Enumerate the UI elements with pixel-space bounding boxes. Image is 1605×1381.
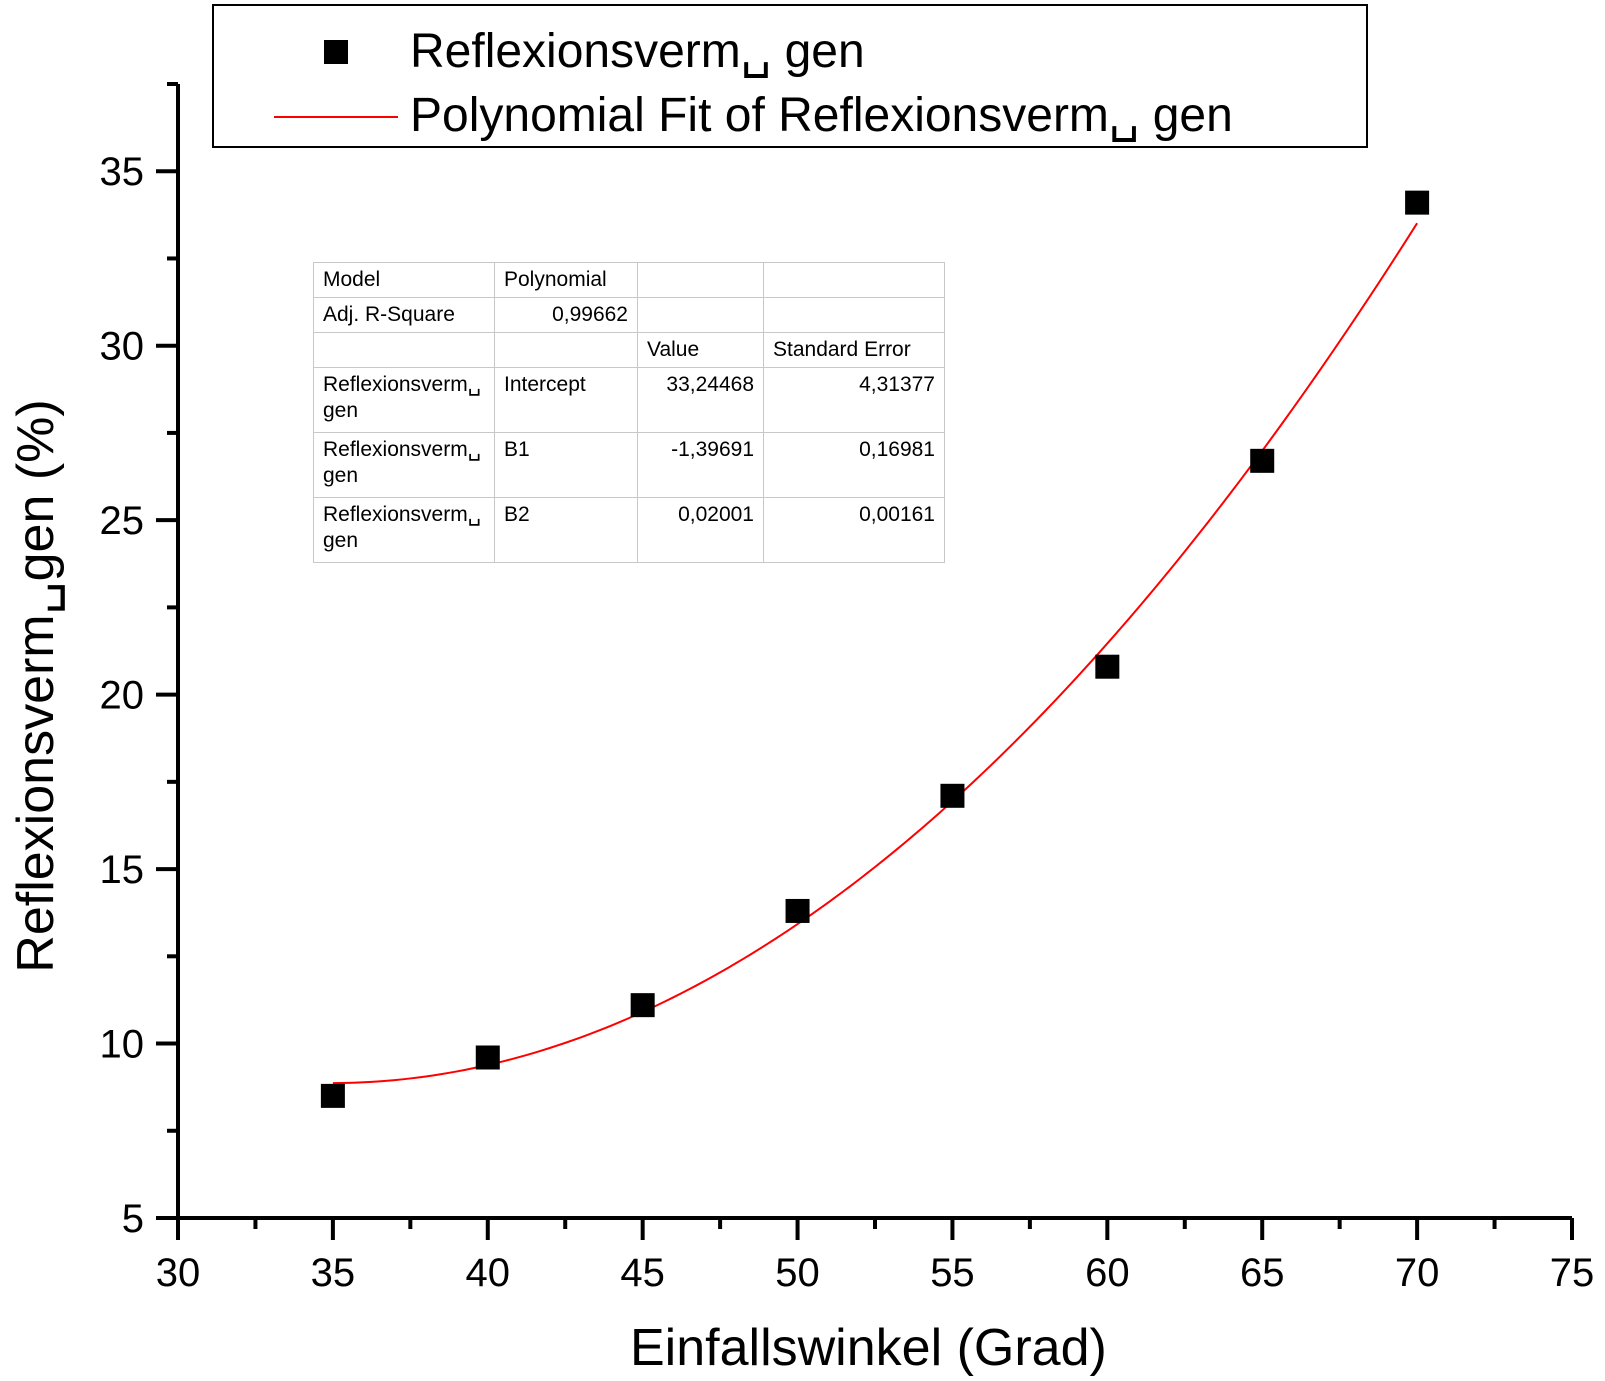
fit-table-cell: B1	[494, 432, 638, 498]
fit-table-cell: 0,00161	[763, 497, 945, 563]
y-tick-label-15: 15	[100, 848, 145, 892]
y-tick-label-10: 10	[100, 1023, 145, 1067]
legend: Reflexionsverm␣ gen Polynomial Fit of Re…	[212, 4, 1368, 148]
y-axis-title: Reflexionsverm␣gen (%)	[7, 399, 65, 973]
legend-label-data: Reflexionsverm␣ gen	[410, 25, 865, 78]
fit-table-cell: Polynomial	[494, 262, 638, 298]
fit-table-cell: Value	[637, 332, 764, 368]
fit-table-cell	[763, 297, 945, 333]
fit-table-cell: 0,16981	[763, 432, 945, 498]
fit-table-row: Reflexionsverm␣ gen Intercept 33,24468 4,31…	[313, 367, 945, 433]
y-tick-label-25: 25	[100, 499, 145, 543]
data-point	[1405, 190, 1430, 215]
y-tick-label-5: 5	[122, 1197, 144, 1241]
ticks: 30 35 40 45 50 55 60 65 70 75 5 10 15 20 25 30 35	[100, 82, 1595, 1295]
x-tick-label-55: 55	[930, 1251, 975, 1295]
fit-table-cell	[763, 262, 945, 298]
legend-label-fit: Polynomial Fit of Reflexionsverm␣ gen	[410, 89, 1233, 142]
fit-table-cell	[313, 332, 495, 368]
y-tick-label-20: 20	[100, 674, 145, 718]
data-points	[320, 190, 1430, 1108]
fit-table-cell: 4,31377	[763, 367, 945, 433]
fit-table-row: Adj. R-Square 0,99662	[313, 297, 945, 333]
legend-entry-fit: Polynomial Fit of Reflexionsverm␣ gen	[214, 86, 1366, 146]
fit-table-cell: Standard Error	[763, 332, 945, 368]
data-point	[940, 783, 965, 808]
x-tick-label-45: 45	[620, 1251, 665, 1295]
fit-table-row: Reflexionsverm␣ gen B2 0,02001 0,00161	[313, 497, 945, 563]
legend-marker-square	[324, 40, 348, 64]
fit-table-cell	[637, 262, 764, 298]
fit-table-cell: B2	[494, 497, 638, 563]
y-tick-label-35: 35	[100, 150, 145, 194]
data-point	[630, 993, 655, 1018]
fit-table-cell: -1,39691	[637, 432, 764, 498]
fit-results-table: Model Polynomial Adj. R-Square 0,99662 Value…	[313, 262, 945, 563]
fit-table-cell: 33,24468	[637, 367, 764, 433]
fit-table-row: Reflexionsverm␣ gen B1 -1,39691 0,16981	[313, 432, 945, 498]
x-tick-label-70: 70	[1395, 1251, 1440, 1295]
x-tick-label-60: 60	[1085, 1251, 1130, 1295]
x-tick-label-75: 75	[1550, 1251, 1595, 1295]
data-point	[1250, 448, 1275, 473]
fit-table-cell: Reflexionsverm␣ gen	[313, 497, 495, 563]
fit-table-cell: 0,02001	[637, 497, 764, 563]
legend-marker-line	[274, 116, 398, 118]
fit-table-row: Model Polynomial	[313, 262, 945, 298]
fit-table-cell: Adj. R-Square	[313, 297, 495, 333]
fit-table-cell: Model	[313, 262, 495, 298]
data-point	[320, 1083, 345, 1108]
x-tick-label-65: 65	[1240, 1251, 1285, 1295]
data-point	[475, 1045, 500, 1070]
data-point	[785, 898, 810, 923]
data-point	[1095, 654, 1120, 679]
fit-table-cell: Reflexionsverm␣ gen	[313, 432, 495, 498]
fit-table-cell: 0,99662	[494, 297, 638, 333]
y-tick-label-30: 30	[100, 325, 145, 369]
x-tick-label-50: 50	[775, 1251, 820, 1295]
x-tick-label-30: 30	[156, 1251, 201, 1295]
fit-table-cell	[637, 297, 764, 333]
x-axis-title: Einfallswinkel (Grad)	[630, 1319, 1107, 1377]
x-tick-label-35: 35	[311, 1251, 356, 1295]
legend-entry-data: Reflexionsverm␣ gen	[214, 22, 1366, 82]
axes	[176, 84, 1572, 1220]
fit-table-row: Value Standard Error	[313, 332, 945, 368]
fit-table-cell: Reflexionsverm␣ gen	[313, 367, 495, 433]
x-tick-label-40: 40	[466, 1251, 511, 1295]
fit-table-cell: Intercept	[494, 367, 638, 433]
fit-curve	[332, 222, 1418, 1085]
fit-table-cell	[494, 332, 638, 368]
fit-curve-group	[332, 222, 1418, 1085]
